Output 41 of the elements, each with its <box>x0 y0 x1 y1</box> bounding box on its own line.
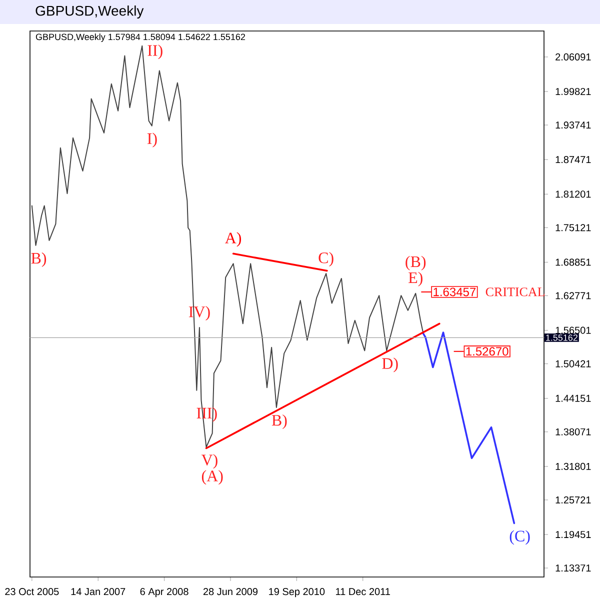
ref-line-label: 1.55162 <box>546 334 578 341</box>
x-tick-label: 14 Jan 2007 <box>71 588 126 596</box>
y-tick-label: 1.87471 <box>556 156 591 164</box>
x-tick-label: 6 Apr 2008 <box>140 588 188 598</box>
annotation: C) <box>318 252 334 267</box>
y-tick-label: 1.19451 <box>556 530 591 538</box>
ref-line-label: 1.52670 <box>466 347 508 356</box>
y-tick-label: 1.44151 <box>556 394 591 402</box>
y-tick-label: 1.31801 <box>556 462 591 470</box>
annotation: V) <box>201 454 218 469</box>
annotation: I) <box>147 132 157 148</box>
ref-line-label: 1.63457 <box>434 288 476 296</box>
y-tick-label: 2.06091 <box>556 53 591 60</box>
annotation: B) <box>31 252 46 267</box>
x-tick-label: 11 Dec 2011 <box>336 588 390 596</box>
annotation: (A) <box>202 470 223 485</box>
x-tick-label: 19 Sep 2010 <box>269 588 325 598</box>
annotation: II) <box>148 44 162 60</box>
y-tick-label: 1.93741 <box>556 121 591 129</box>
line-series <box>31 45 424 448</box>
y-tick-label: 1.25721 <box>556 496 591 504</box>
annotation: A) <box>225 232 242 247</box>
y-tick-label: 1.99821 <box>556 88 591 96</box>
annotation: (B) <box>406 256 426 270</box>
annotation: B) <box>272 414 287 429</box>
chart-title: GBPUSD,Weekly <box>36 5 144 19</box>
y-tick-label: 1.38071 <box>556 428 591 436</box>
y-tick-label: 1.62771 <box>556 292 591 300</box>
annotation: E) <box>408 272 422 286</box>
y-tick-label: 1.75121 <box>556 224 591 232</box>
y-tick-label: 1.13371 <box>556 564 591 572</box>
chart-subtitle: GBPUSD,Weekly 1.57984 1.58094 1.54622 1.55162 <box>36 33 246 42</box>
x-tick-label: 28 Jun 2009 <box>203 588 258 596</box>
annotation: (C) <box>510 530 530 545</box>
x-tick-label: 23 Oct 2005 <box>5 588 59 596</box>
y-tick-label: 1.81201 <box>556 190 591 198</box>
y-tick-label: 1.50421 <box>556 360 591 368</box>
y-tick-label: 1.68851 <box>556 258 591 266</box>
annotation: D) <box>382 358 398 372</box>
y-tick-label: 1.56501 <box>556 326 591 334</box>
line-series <box>422 332 516 524</box>
